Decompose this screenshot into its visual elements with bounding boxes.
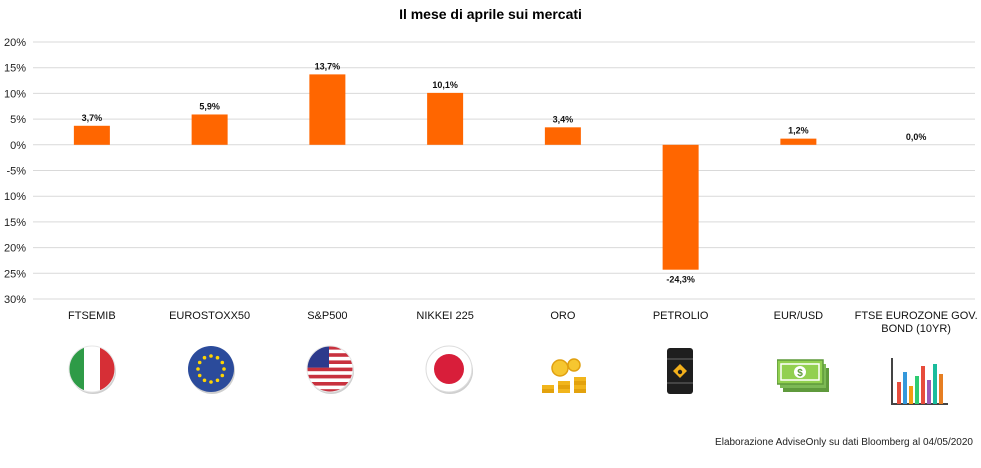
- category-label: FTSE EUROZONE GOV. BOND (10YR): [855, 310, 978, 335]
- category-label: PETROLIO: [653, 310, 709, 322]
- data-label: 1,2%: [788, 126, 809, 136]
- y-tick-label: 5%: [10, 114, 26, 126]
- data-label: 3,4%: [553, 114, 574, 124]
- bar: [427, 92, 464, 145]
- y-tick-label: 20%: [4, 243, 26, 255]
- chart-title: Il mese di aprile sui mercati: [399, 6, 582, 22]
- category-label: EUROSTOXX50: [169, 310, 250, 322]
- category-label-line: BOND (10YR): [881, 323, 951, 335]
- data-label: 5,9%: [199, 101, 220, 111]
- bar: [780, 138, 817, 145]
- category-label-line: EUROSTOXX50: [169, 310, 250, 322]
- y-tick-label: 15%: [4, 63, 26, 75]
- category-label: NIKKEI 225: [416, 310, 473, 322]
- category-label-line: PETROLIO: [653, 310, 709, 322]
- y-tick-label: 0%: [10, 140, 26, 152]
- category-label-line: NIKKEI 225: [416, 310, 473, 322]
- bar-chart: 20% 15% 10% 5% 0% -5% 10% 15% 20% 25% 30% 3,7% FTSEM…: [4, 37, 978, 335]
- category-label: S&P500: [307, 310, 347, 322]
- y-tick-label: 30%: [4, 294, 26, 306]
- data-label: 0,0%: [906, 132, 927, 142]
- bar: [191, 114, 228, 145]
- category-label-line: S&P500: [307, 310, 347, 322]
- y-tick-label: 20%: [4, 37, 26, 49]
- category-label-line: FTSE EUROZONE GOV.: [855, 310, 978, 322]
- category-label: EUR/USD: [774, 310, 824, 322]
- bar: [73, 125, 110, 145]
- bar: [544, 127, 581, 145]
- data-label: 10,1%: [432, 80, 458, 90]
- y-tick-label: 10%: [4, 88, 26, 100]
- category-label-line: EUR/USD: [774, 310, 824, 322]
- category-label: FTSEMIB: [68, 310, 116, 322]
- bar: [662, 144, 699, 270]
- data-label: 13,7%: [315, 61, 341, 71]
- data-label: 3,7%: [82, 113, 103, 123]
- category-label: ORO: [550, 310, 576, 322]
- source-note: Elaborazione AdviseOnly su dati Bloomber…: [715, 437, 973, 448]
- category-label-line: ORO: [550, 310, 576, 322]
- y-tick-label: 10%: [4, 191, 26, 203]
- y-tick-label: 25%: [4, 268, 26, 280]
- category-label-line: FTSEMIB: [68, 310, 116, 322]
- y-tick-label: -5%: [6, 166, 26, 178]
- bar: [309, 74, 346, 145]
- data-label: -24,3%: [666, 275, 695, 285]
- y-tick-label: 15%: [4, 217, 26, 229]
